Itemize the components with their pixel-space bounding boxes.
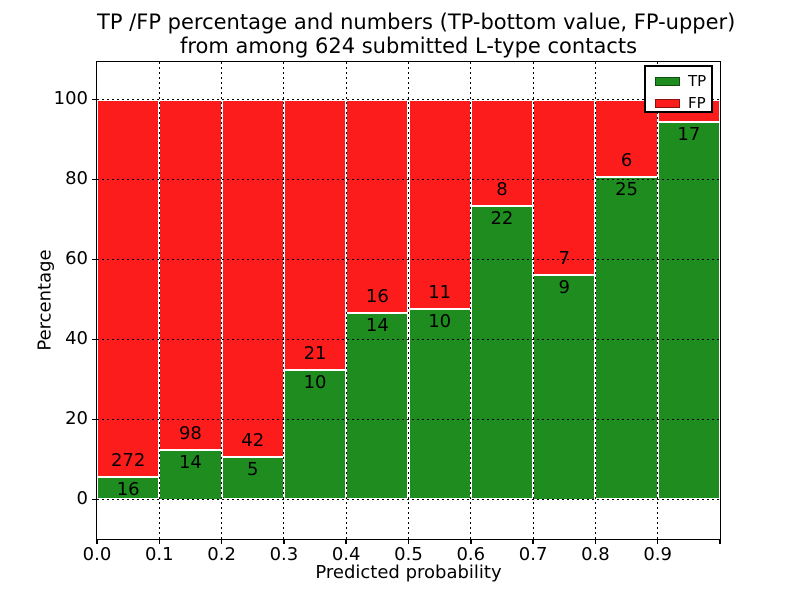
x-tick-label: 0.3: [269, 544, 299, 565]
x-tick-label: 0.9: [643, 544, 672, 565]
gridline-horizontal: [97, 179, 720, 180]
gridline-vertical: [345, 62, 347, 539]
y-tick-label: 0: [76, 488, 88, 509]
bar-label-fp: 11: [428, 282, 452, 304]
bar-label-tp: 22: [490, 208, 514, 230]
bar-segment-tp: [408, 309, 471, 500]
bar-label-tp: 10: [428, 311, 452, 333]
x-tick: [220, 539, 223, 544]
bar-label-fp: 21: [303, 343, 327, 365]
bar-label-tp: 5: [247, 458, 259, 480]
chart-title-line2: from among 624 submitted L-type contacts: [179, 33, 638, 58]
gridline-horizontal: [97, 499, 720, 500]
chart-title-line1: TP /FP percentage and numbers (TP-bottom…: [97, 10, 736, 34]
bar-label-fp: 7: [558, 247, 570, 269]
x-tick-label: 0.6: [456, 544, 486, 565]
bar-segment-tp: [159, 449, 222, 500]
x-tick-label: 0.2: [207, 544, 236, 565]
gridline-vertical: [470, 62, 472, 539]
bar-segment-tp: [470, 206, 534, 500]
bar-label-tp: 9: [558, 276, 570, 298]
y-tick: [92, 498, 97, 501]
x-tick: [345, 539, 347, 544]
x-tick: [158, 539, 161, 544]
legend-label-tp: TP: [688, 71, 707, 90]
y-tick-label: 60: [65, 248, 88, 269]
y-tick: [92, 178, 97, 181]
bar-label-fp: 42: [241, 429, 265, 451]
x-tick-label: 0.8: [581, 544, 610, 565]
x-tick: [283, 539, 285, 544]
x-tick: [594, 539, 597, 544]
bar-label-fp: 272: [110, 450, 146, 472]
y-tick: [92, 258, 97, 261]
y-tick: [92, 418, 97, 421]
y-tick-label: 100: [53, 88, 88, 109]
legend-swatch-fp: [655, 98, 680, 108]
x-tick: [407, 539, 410, 544]
x-tick: [719, 539, 721, 544]
bar-segment-fp: [408, 99, 471, 310]
x-tick-label: 0.5: [394, 544, 423, 565]
gridline-vertical: [594, 62, 596, 539]
gridline-vertical: [221, 62, 223, 539]
bar-label-fp: 6: [620, 149, 633, 171]
gridline-vertical: [532, 62, 534, 539]
bar-segment-tp: [221, 456, 284, 500]
bar-label-tp: 10: [303, 372, 327, 394]
bar-segment-fp: [283, 99, 347, 371]
gridline-vertical: [158, 62, 160, 539]
gridline-horizontal: [97, 339, 720, 340]
chart-title: TP /FP percentage and numbers (TP-bottom…: [97, 10, 736, 58]
gridline-vertical: [283, 62, 285, 539]
bar-label-tp: 14: [178, 451, 202, 473]
bar-segment-fp: [159, 99, 222, 450]
gridline-horizontal: [97, 419, 720, 420]
x-tick-label: 0.0: [82, 544, 112, 565]
bar-segment-fp: [346, 99, 409, 313]
x-tick: [656, 539, 659, 544]
plot-area: 272 16 98 14 42 5 21 10 16 14 11 10 8 22 7 9 6 25 17: [95, 60, 721, 540]
x-axis-label: Predicted probability: [315, 562, 502, 583]
bar-segment-tp: [657, 121, 720, 500]
gridline-horizontal: [97, 259, 720, 260]
bar-segment-tp: [97, 477, 160, 500]
x-tick: [470, 539, 472, 544]
bar-label-tp: 14: [365, 314, 389, 336]
x-tick-label: 0.1: [144, 544, 174, 565]
bar-segment-fp: [221, 99, 284, 457]
legend: TP FP: [644, 65, 713, 113]
gridline-vertical: [408, 62, 409, 539]
bar-label-tp: 25: [615, 178, 638, 200]
y-tick-label: 20: [65, 408, 88, 429]
bar-segment-fp: [470, 99, 534, 207]
bar-label-fp: 16: [365, 285, 389, 307]
legend-swatch-tp: [655, 76, 680, 86]
x-tick-label: 0.7: [518, 544, 548, 565]
x-tick-label: 0.4: [331, 544, 361, 565]
y-tick-label: 80: [65, 168, 88, 189]
gridline-horizontal: [97, 99, 720, 100]
x-tick: [532, 539, 534, 544]
bar-label-tp: 16: [116, 479, 140, 501]
bar-segment-fp: [533, 99, 596, 275]
bar-segment-tp: [346, 312, 409, 500]
bar-label-tp: 17: [677, 123, 701, 145]
legend-label-fp: FP: [688, 93, 706, 112]
gridline-vertical: [657, 62, 659, 539]
bar-segment-tp: [595, 176, 658, 500]
bar-segment-tp: [283, 370, 347, 500]
y-tick: [92, 98, 97, 101]
bar-segment-fp: [97, 99, 160, 478]
bar-label-fp: 98: [178, 422, 202, 444]
bar-segment-tp: [533, 274, 596, 500]
y-tick: [92, 338, 97, 341]
y-tick-label: 40: [65, 328, 88, 349]
x-tick: [96, 539, 98, 544]
bar-label-fp: 8: [496, 179, 508, 201]
